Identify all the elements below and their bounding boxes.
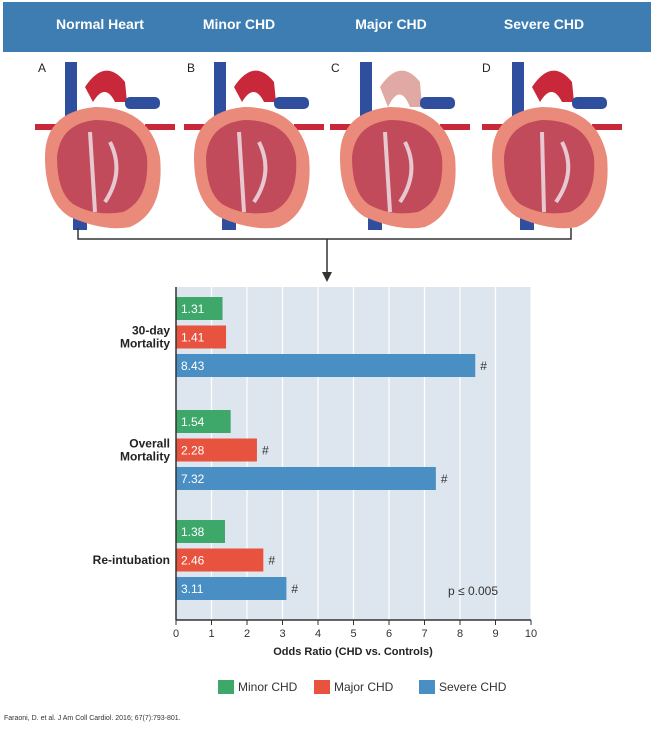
category-label: 30-day: [132, 324, 170, 338]
significance-mark: #: [480, 359, 487, 373]
figure-header-bar: [3, 2, 651, 52]
bar-value-label: 1.41: [181, 331, 205, 345]
header-label-normal-heart: Normal Heart: [56, 16, 144, 32]
legend-swatch-major: [314, 680, 330, 694]
connector-bracket: [77, 228, 572, 282]
legend-item-minor: Minor CHD: [218, 680, 297, 694]
bar-major-chd: [176, 548, 264, 572]
x-tick-label: 8: [457, 628, 463, 640]
category-label: Mortality: [120, 337, 170, 351]
panel-letter-a: A: [38, 61, 47, 75]
bar-value-label: 1.31: [181, 302, 205, 316]
panel-letter-d: D: [482, 61, 491, 75]
category-labels: 30-dayMortalityOverallMortalityRe-intuba…: [93, 324, 171, 568]
odds-ratio-chart: 1.31 1.41 8.43 #1.54 2.28 #7.32 #1.38 2.46 #3.11…: [93, 287, 537, 658]
legend-label-severe: Severe CHD: [439, 680, 507, 694]
category-label: Mortality: [120, 450, 170, 464]
bar-severe-chd: [176, 577, 287, 600]
bar-minor-chd: [176, 297, 223, 320]
x-tick-label: 10: [525, 628, 537, 640]
heart-illustration-severe: [482, 62, 622, 230]
bar-major-chd: [176, 438, 257, 462]
header-label-severe-chd: Severe CHD: [503, 16, 585, 32]
category-label: Overall: [129, 437, 170, 451]
bars: 1.31 1.41 8.43 #1.54 2.28 #7.32 #1.38 2.46 #3.11…: [176, 297, 487, 600]
legend-swatch-minor: [218, 680, 234, 694]
header-label-major-chd: Major CHD: [355, 16, 427, 32]
down-arrow-icon: [322, 272, 332, 282]
panel-letter-c: C: [331, 61, 340, 75]
heart-illustration-normal: [35, 62, 175, 230]
heart-illustration-major: [330, 62, 470, 230]
x-tick-label: 4: [315, 628, 321, 640]
significance-mark: #: [262, 444, 269, 458]
citation: Faraoni, D. et al. J Am Coll Cardiol. 20…: [4, 715, 181, 722]
heart-illustration-minor: [184, 62, 324, 230]
legend-label-minor: Minor CHD: [238, 680, 298, 694]
legend-item-severe: Severe CHD: [419, 680, 506, 694]
x-tick-label: 5: [350, 628, 356, 640]
x-tick-label: 7: [421, 628, 427, 640]
x-axis: 0 1 2 3 4 5 6 7 8 9 10: [173, 287, 537, 640]
bar-value-label: 2.28: [181, 444, 205, 458]
significance-mark: #: [291, 582, 298, 596]
x-tick-label: 1: [208, 628, 214, 640]
heart-illustrations: [35, 62, 622, 230]
bar-severe-chd: [176, 354, 476, 377]
bar-minor-chd: [176, 520, 225, 543]
category-label: Re-intubation: [93, 553, 170, 567]
x-tick-label: 9: [492, 628, 498, 640]
bar-minor-chd: [176, 410, 231, 433]
panel-letter-b: B: [187, 61, 196, 75]
bar-value-label: 2.46: [181, 554, 205, 568]
bar-value-label: 7.32: [181, 472, 205, 486]
legend-swatch-severe: [419, 680, 435, 694]
x-tick-label: 3: [279, 628, 285, 640]
bar-major-chd: [176, 325, 227, 349]
p-value-annotation: p ≤ 0.005: [448, 584, 498, 598]
x-tick-label: 0: [173, 628, 179, 640]
significance-mark: #: [268, 554, 275, 568]
bar-value-label: 3.11: [181, 582, 204, 596]
legend-label-major: Major CHD: [334, 680, 394, 694]
legend-item-major: Major CHD: [314, 680, 393, 694]
x-tick-label: 2: [244, 628, 250, 640]
bar-value-label: 1.54: [181, 415, 205, 429]
bar-value-label: 8.43: [181, 359, 205, 373]
x-tick-label: 6: [386, 628, 392, 640]
bar-value-label: 1.38: [181, 525, 205, 539]
significance-mark: #: [441, 472, 448, 486]
bar-severe-chd: [176, 467, 436, 490]
header-label-minor-chd: Minor CHD: [202, 16, 276, 32]
x-axis-title: Odds Ratio (CHD vs. Controls): [273, 646, 433, 658]
